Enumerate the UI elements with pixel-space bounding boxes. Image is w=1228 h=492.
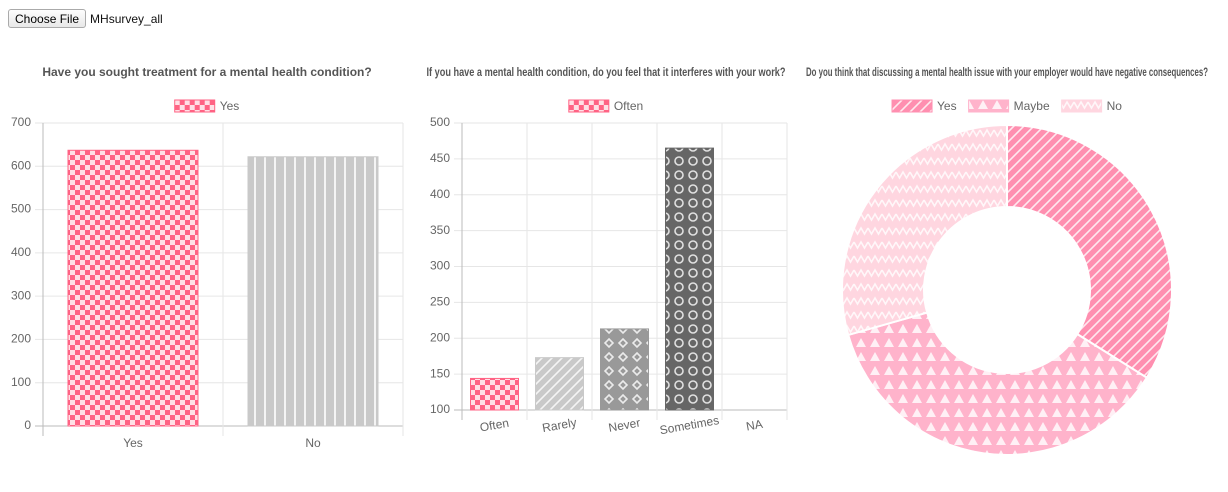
chart-title: If you have a mental health condition, d… bbox=[427, 65, 786, 79]
bar bbox=[535, 357, 584, 411]
legend-label: No bbox=[1107, 99, 1123, 113]
y-tick-label: 600 bbox=[11, 158, 31, 172]
legend-swatch bbox=[891, 99, 933, 113]
bar bbox=[665, 147, 714, 411]
y-tick-label: 0 bbox=[24, 418, 31, 432]
legend-label: Yes bbox=[220, 99, 240, 113]
y-tick-label: 300 bbox=[430, 259, 450, 273]
y-tick-label: 700 bbox=[11, 115, 31, 129]
bar bbox=[67, 149, 199, 427]
y-tick-label: 450 bbox=[430, 151, 450, 165]
chart-title: Do you think that discussing a mental he… bbox=[806, 65, 1208, 79]
bar bbox=[600, 328, 649, 411]
legend: Often bbox=[568, 99, 643, 113]
legend-swatch bbox=[1061, 99, 1103, 113]
y-tick-label: 100 bbox=[11, 375, 31, 389]
y-tick-label: 350 bbox=[430, 223, 450, 237]
legend-swatch bbox=[968, 99, 1010, 113]
doughnut-slice bbox=[1006, 123, 1173, 380]
bar bbox=[470, 377, 519, 411]
y-tick-label: 100 bbox=[430, 402, 450, 416]
legend-label: Often bbox=[614, 99, 643, 113]
file-input: Choose File MHsurvey_all bbox=[8, 9, 163, 28]
y-tick-label: 400 bbox=[11, 245, 31, 259]
legend: Yes bbox=[174, 99, 240, 113]
x-tick-label: Often bbox=[479, 416, 510, 435]
y-tick-label: 500 bbox=[11, 202, 31, 216]
file-name: MHsurvey_all bbox=[90, 11, 163, 26]
doughnut-slice bbox=[846, 311, 1149, 456]
legend-swatch bbox=[174, 99, 216, 113]
x-tick-label: Yes bbox=[123, 436, 143, 450]
legend: Yes Maybe No bbox=[891, 99, 1123, 113]
y-tick-label: 300 bbox=[11, 288, 31, 302]
y-tick-label: 200 bbox=[11, 332, 31, 346]
x-tick-label: NA bbox=[745, 417, 764, 434]
legend-label: Yes bbox=[937, 99, 957, 113]
x-tick-label: No bbox=[305, 436, 321, 450]
y-tick-label: 400 bbox=[430, 187, 450, 201]
y-tick-label: 250 bbox=[430, 295, 450, 309]
x-tick-label: Sometimes bbox=[659, 413, 721, 437]
bar bbox=[247, 156, 379, 427]
y-tick-label: 150 bbox=[430, 366, 450, 380]
legend-swatch bbox=[568, 99, 610, 113]
x-tick-label: Rarely bbox=[541, 415, 578, 435]
doughnut-slice bbox=[841, 123, 1008, 337]
y-tick-label: 200 bbox=[430, 330, 450, 344]
chart-title: Have you sought treatment for a mental h… bbox=[42, 65, 371, 79]
x-tick-label: Never bbox=[607, 416, 641, 435]
choose-file-button[interactable]: Choose File bbox=[8, 9, 87, 28]
legend-label: Maybe bbox=[1014, 99, 1050, 113]
y-tick-label: 500 bbox=[430, 115, 450, 129]
